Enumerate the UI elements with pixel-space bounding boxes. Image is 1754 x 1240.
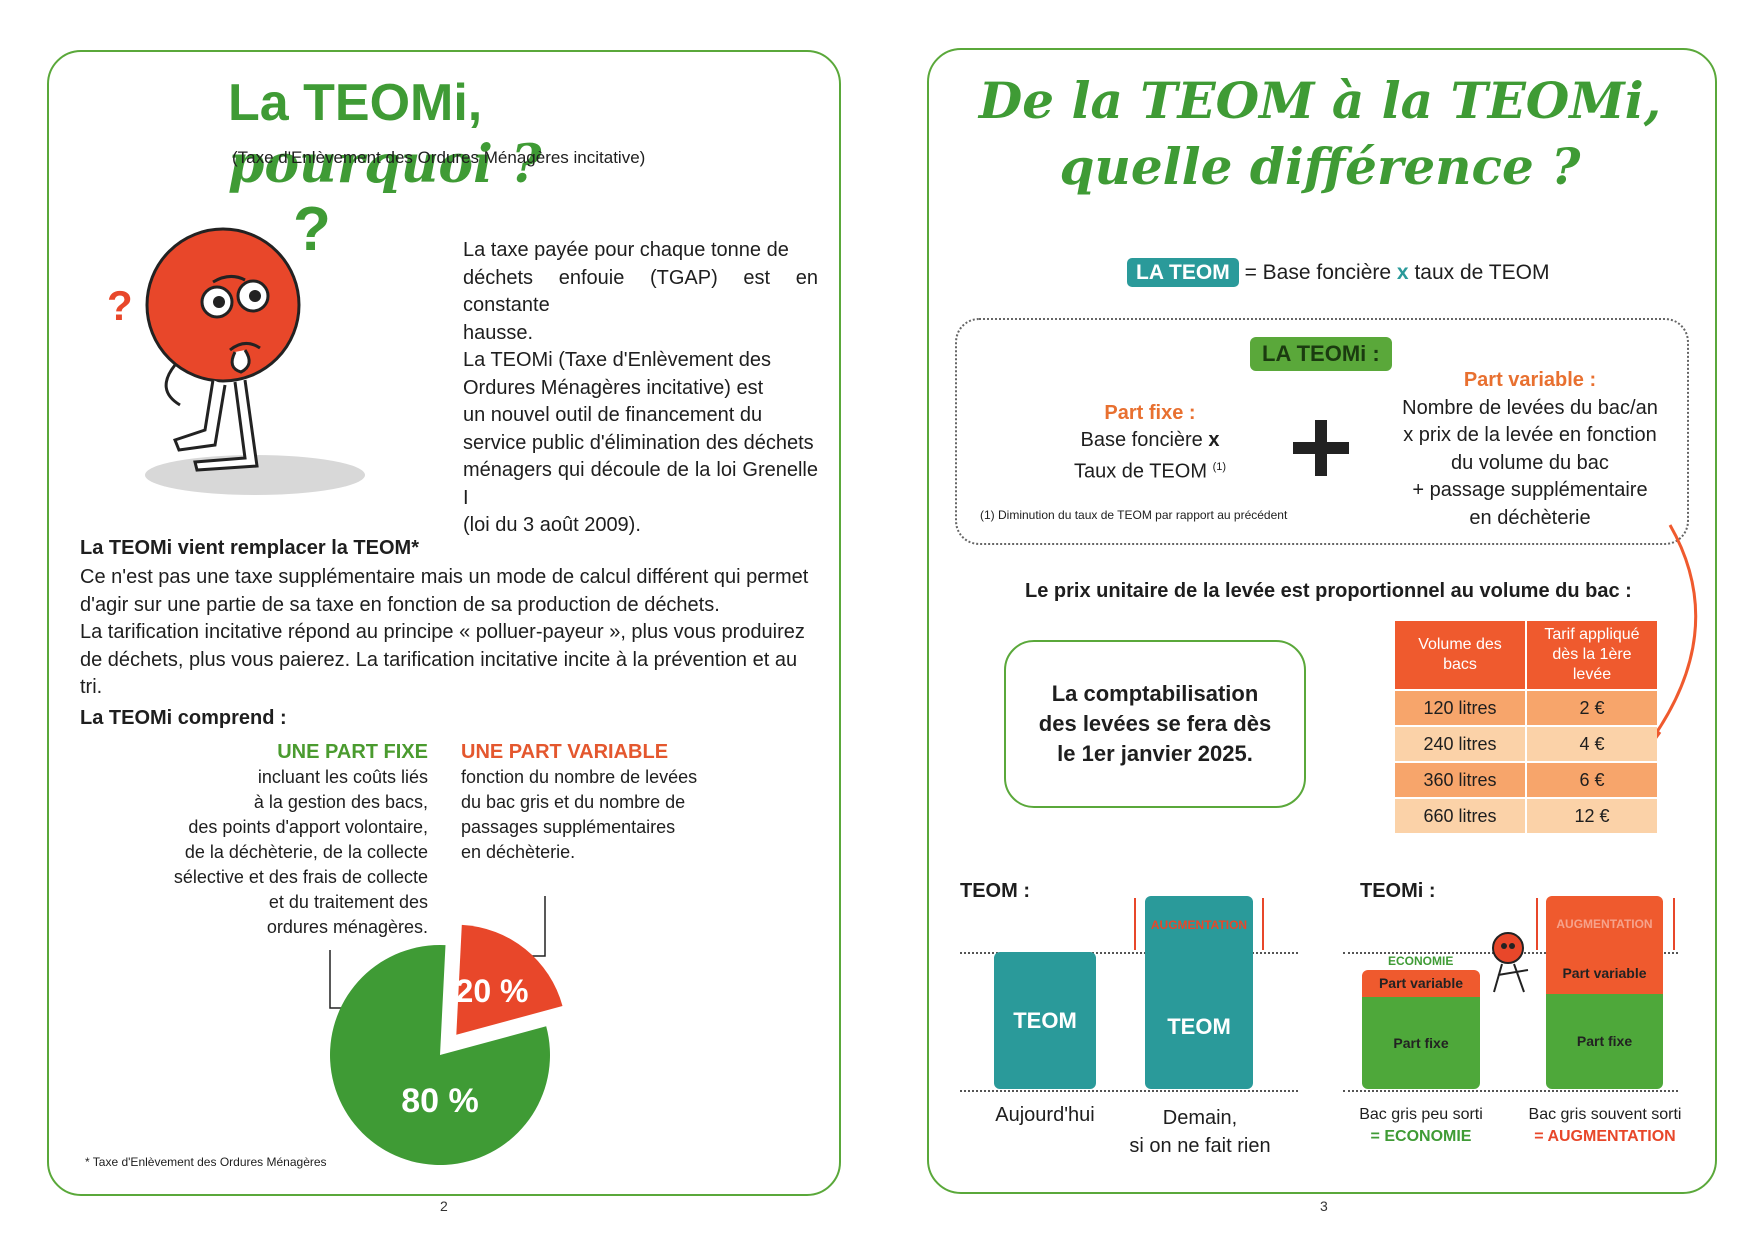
table-row: 240 litres 4 €: [1395, 727, 1657, 761]
pie-slice-variable: [456, 924, 563, 1035]
count-start-box: La comptabilisation des levées se fera d…: [1004, 640, 1306, 808]
caption-bac-peu: Bac gris peu sorti = ECONOMIE: [1359, 1106, 1483, 1145]
teom-formula: LA TEOM = Base foncière x taux de TEOM: [1127, 257, 1549, 289]
price-table: Volume des bacs Tarif appliqué dès la 1è…: [1393, 619, 1659, 835]
dotted-line-top-left: [960, 952, 1298, 954]
augmentation-segment: AUGMENTATION: [1546, 896, 1663, 952]
bar-teom-tomorrow: AUGMENTATION TEOM: [1145, 896, 1253, 1089]
mascot-arm: [164, 364, 181, 407]
left-page: La TEOMi, pourquoi ? (Taxe d'Enlèvement …: [47, 50, 841, 1214]
right-title: De la TEOM à la TEOMi, quelle différence…: [930, 68, 1710, 200]
mascot-hand: [230, 349, 251, 374]
bar-teomi-low: Part variable Part fixe: [1362, 970, 1480, 1089]
part-fixe-block: UNE PART FIXE incluant les coûts liés à …: [150, 740, 428, 940]
increase-arrow-icon: [1536, 898, 1538, 950]
increase-arrow-icon: [1262, 898, 1264, 950]
part-variable-segment: Part variable: [1546, 952, 1663, 994]
pie-label-variable: 20 %: [456, 973, 529, 1009]
table-row: 660 litres 12 €: [1395, 799, 1657, 833]
plus-icon: [1293, 420, 1349, 476]
box-footnote: (1) Diminution du taux de TEOM par rappo…: [980, 508, 1288, 522]
pie-label-fixe: 80 %: [401, 1082, 479, 1120]
small-mascot-illustration: [1492, 932, 1529, 993]
part-fixe-heading: UNE PART FIXE: [277, 741, 428, 763]
replace-heading: La TEOMi vient remplacer la TEOM*: [80, 537, 419, 559]
table-header-tarif: Tarif appliqué dès la 1ère levée: [1527, 621, 1657, 689]
mascot-legs: [173, 379, 259, 472]
left-subtitle: (Taxe d'Enlèvement des Ordures Ménagères…: [232, 148, 646, 167]
part-fixe-segment: Part fixe: [1546, 994, 1663, 1089]
teom-section-label: TEOM :: [960, 880, 1030, 902]
intro-paragraph: La taxe payée pour chaque tonne de déche…: [463, 239, 818, 536]
part-variable-segment: Part variable: [1362, 970, 1480, 997]
teomi-pie-chart: 80 % 20 %: [329, 896, 563, 1165]
caption-bac-souvent: Bac gris souvent sorti = AUGMENTATION: [1528, 1106, 1682, 1145]
thinking-mascot-illustration: ? ?: [107, 195, 365, 495]
bar-teom-today: TEOM: [994, 952, 1096, 1089]
table-row: 360 litres 6 €: [1395, 763, 1657, 797]
part-variable-heading: UNE PART VARIABLE: [461, 741, 669, 763]
question-mark-large-icon: ?: [293, 195, 331, 264]
title-line-1: De la TEOM à la TEOMi,: [978, 71, 1662, 130]
teom-badge: LA TEOM: [1127, 258, 1239, 287]
dotted-line-bottom-left: [960, 1090, 1298, 1092]
caption-today: Aujourd'hui: [995, 1104, 1095, 1126]
left-title: La TEOMi, pourquoi ?: [228, 72, 688, 196]
teomi-section-label: TEOMi :: [1360, 880, 1436, 902]
part-variable-block: UNE PART VARIABLE fonction du nombre de …: [461, 740, 741, 865]
economie-label: ECONOMIE: [1388, 954, 1454, 968]
page-number-right: 3: [1320, 1198, 1328, 1214]
dotted-line-bottom-right: [1343, 1090, 1678, 1092]
replace-paragraph: Ce n'est pas une taxe supplémentaire mai…: [80, 566, 809, 698]
increase-arrow-icon: [1134, 898, 1136, 950]
table-row: 120 litres 2 €: [1395, 691, 1657, 725]
caption-tomorrow: Demain, si on ne fait rien: [1129, 1107, 1271, 1157]
table-header-volume: Volume des bacs: [1395, 621, 1525, 689]
footnote: * Taxe d'Enlèvement des Ordures Ménagère…: [85, 1155, 327, 1169]
part-fixe-segment: Part fixe: [1362, 997, 1480, 1089]
part-fixe-heading-right: Part fixe :: [1104, 402, 1196, 424]
page-number-left: 2: [440, 1198, 448, 1214]
bar-teomi-high: AUGMENTATION Part variable Part fixe: [1546, 896, 1663, 1089]
title-line-2: quelle différence ?: [1059, 137, 1581, 196]
proportion-heading: Le prix unitaire de la levée est proport…: [1025, 580, 1632, 602]
increase-arrow-icon: [1673, 898, 1675, 950]
title-script: pourquoi ?: [228, 134, 542, 195]
teomi-badge: LA TEOMi :: [1250, 337, 1392, 371]
part-fixe-formula: Part fixe : Base foncière x Taux de TEOM…: [1040, 400, 1260, 486]
augmentation-band: AUGMENTATION: [1150, 918, 1248, 932]
title-main: La TEOMi,: [228, 74, 483, 132]
part-variable-formula: Part variable : Nombre de levées du bac/…: [1385, 367, 1675, 532]
teomi-formula-box: [955, 318, 1689, 545]
comprend-heading: La TEOMi comprend :: [80, 707, 287, 729]
part-variable-heading-right: Part variable :: [1463, 369, 1597, 391]
question-mark-small-icon: ?: [107, 282, 133, 329]
pie-slice-fixe: [329, 945, 550, 1165]
